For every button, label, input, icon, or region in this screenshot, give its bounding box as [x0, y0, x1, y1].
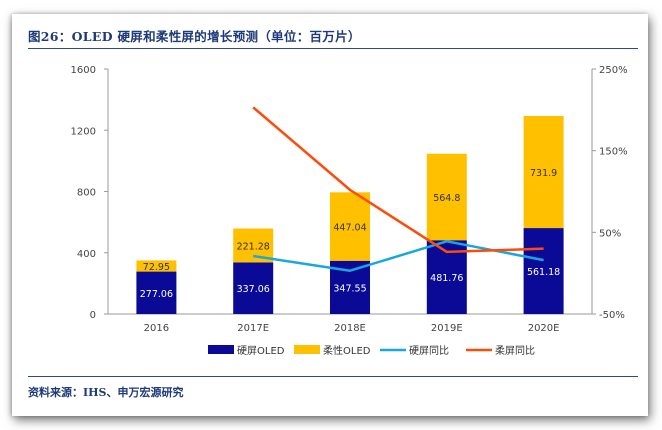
- legend-label: 柔性OLED: [323, 344, 371, 357]
- title-divider: [28, 48, 638, 49]
- x-tick-label: 2019E: [431, 323, 463, 334]
- left-tick-label: 800: [77, 188, 96, 199]
- bar-segment: [136, 271, 177, 314]
- x-tick-label: 2016: [144, 323, 169, 334]
- left-tick-label: 0: [90, 310, 96, 321]
- left-tick-label: 1600: [71, 65, 96, 76]
- bar-segment: [523, 115, 564, 229]
- bar-segment: [136, 260, 177, 272]
- bar-data-label: 481.76: [430, 273, 463, 284]
- right-tick-label: 150%: [599, 147, 628, 158]
- bar-data-label: 561.18: [527, 267, 560, 278]
- right-tick-label: -50%: [599, 310, 625, 321]
- bar-data-label: 72.95: [143, 262, 170, 273]
- bar-data-label: 564.8: [433, 193, 460, 204]
- legend-swatch: [208, 345, 234, 354]
- figure-title: 图26：OLED 硬屏和柔性屏的增长预测（单位：百万片）: [28, 29, 361, 44]
- right-tick-label: 50%: [599, 228, 621, 239]
- series-line: [252, 106, 544, 254]
- legend-label: 硬屏同比: [409, 345, 449, 357]
- bar-data-label: 337.06: [237, 284, 270, 295]
- legend-swatch: [294, 345, 320, 354]
- x-tick-label: 2017E: [237, 323, 269, 334]
- left-tick-label: 1200: [71, 126, 96, 137]
- bar-data-label: 347.55: [333, 283, 366, 294]
- legend-label: 硬屏OLED: [237, 345, 285, 357]
- bar-data-label: 277.06: [140, 289, 173, 300]
- bar-data-label: 221.28: [237, 241, 270, 252]
- source-divider: [28, 376, 638, 377]
- x-tick-label: 2018E: [334, 323, 366, 334]
- oled-growth-chart: 0 400 800 1200 1600 -50% 50% 150% 250% 2016 2017E 2…: [71, 65, 628, 357]
- report-figure-card: 图26：OLED 硬屏和柔性屏的增长预测（单位：百万片） 0 400 800 1200…: [12, 14, 648, 416]
- left-tick-label: 400: [77, 249, 96, 260]
- figure-source: 资料来源：IHS、申万宏源研究: [28, 386, 184, 399]
- bar-segment: [523, 228, 564, 314]
- right-tick-label: 250%: [599, 65, 628, 76]
- series-line: [253, 240, 544, 272]
- bar-data-label: 447.04: [333, 223, 366, 234]
- legend-label: 柔屏同比: [495, 345, 535, 357]
- bar-segment: [233, 262, 274, 314]
- bar-segment: [426, 153, 467, 241]
- x-tick-label: 2020E: [528, 323, 560, 334]
- bar-segment: [330, 192, 370, 261]
- bar-data-label: 731.9: [530, 168, 557, 179]
